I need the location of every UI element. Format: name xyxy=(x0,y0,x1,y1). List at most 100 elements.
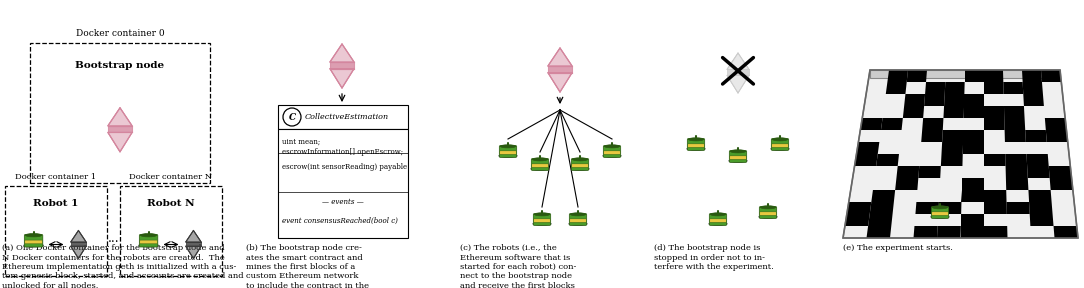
FancyBboxPatch shape xyxy=(500,151,516,154)
Polygon shape xyxy=(876,154,899,166)
Polygon shape xyxy=(1005,130,1025,142)
Polygon shape xyxy=(108,108,132,126)
Ellipse shape xyxy=(731,150,746,153)
Ellipse shape xyxy=(709,222,727,226)
Polygon shape xyxy=(984,154,1006,166)
FancyBboxPatch shape xyxy=(571,159,589,170)
Polygon shape xyxy=(547,73,572,92)
Polygon shape xyxy=(108,126,132,132)
Polygon shape xyxy=(1025,130,1047,142)
FancyBboxPatch shape xyxy=(533,219,551,222)
Polygon shape xyxy=(960,226,984,238)
Polygon shape xyxy=(1006,166,1028,178)
Ellipse shape xyxy=(572,158,588,161)
Text: Bootstrap node: Bootstrap node xyxy=(76,60,165,69)
Bar xyxy=(120,186,222,276)
Ellipse shape xyxy=(603,154,621,157)
Ellipse shape xyxy=(759,215,777,218)
Polygon shape xyxy=(1030,214,1054,226)
FancyBboxPatch shape xyxy=(710,219,726,222)
Text: escrow(int sensorReading) payable: escrow(int sensorReading) payable xyxy=(282,163,408,171)
Polygon shape xyxy=(547,66,572,73)
Ellipse shape xyxy=(687,147,706,150)
Text: Docker container N: Docker container N xyxy=(129,173,212,181)
Polygon shape xyxy=(943,106,964,118)
Polygon shape xyxy=(906,70,927,82)
Polygon shape xyxy=(1028,166,1049,178)
Ellipse shape xyxy=(532,222,552,226)
Circle shape xyxy=(283,108,301,126)
Polygon shape xyxy=(942,142,963,154)
Polygon shape xyxy=(984,118,1005,130)
FancyBboxPatch shape xyxy=(604,151,620,154)
Polygon shape xyxy=(1049,178,1073,190)
Polygon shape xyxy=(921,130,943,142)
Ellipse shape xyxy=(532,158,547,161)
Bar xyxy=(278,129,408,238)
FancyBboxPatch shape xyxy=(687,139,705,150)
Polygon shape xyxy=(984,70,1004,82)
Ellipse shape xyxy=(604,145,620,148)
Text: (a) One Docker container for the bootstrap node and
N Docker containers for the : (a) One Docker container for the bootstr… xyxy=(2,244,244,288)
Polygon shape xyxy=(330,62,354,69)
Polygon shape xyxy=(984,202,1007,214)
FancyBboxPatch shape xyxy=(759,206,777,218)
Text: event consensusReached(bool c): event consensusReached(bool c) xyxy=(282,217,398,225)
Ellipse shape xyxy=(710,213,725,216)
Bar xyxy=(278,105,408,129)
Polygon shape xyxy=(1022,70,1042,82)
Polygon shape xyxy=(727,75,749,93)
Polygon shape xyxy=(904,94,925,106)
Text: (b) The bootstrap node cre-
ates the smart contract and
mines the first blocks o: (b) The bootstrap node cre- ates the sma… xyxy=(246,244,369,288)
Polygon shape xyxy=(1054,226,1077,238)
Polygon shape xyxy=(963,142,984,154)
Polygon shape xyxy=(984,106,1004,118)
FancyBboxPatch shape xyxy=(532,164,549,167)
Polygon shape xyxy=(888,70,908,82)
Ellipse shape xyxy=(931,215,950,218)
FancyBboxPatch shape xyxy=(569,214,586,226)
Ellipse shape xyxy=(772,138,788,141)
Polygon shape xyxy=(870,70,1060,78)
FancyBboxPatch shape xyxy=(571,164,589,167)
Ellipse shape xyxy=(571,167,590,170)
Polygon shape xyxy=(869,202,894,214)
FancyBboxPatch shape xyxy=(772,144,788,147)
FancyBboxPatch shape xyxy=(932,212,948,215)
Polygon shape xyxy=(185,230,202,242)
Ellipse shape xyxy=(531,167,550,170)
FancyBboxPatch shape xyxy=(140,240,157,244)
Polygon shape xyxy=(1022,82,1043,94)
Text: CollectiveEstimation: CollectiveEstimation xyxy=(305,113,389,121)
FancyBboxPatch shape xyxy=(760,212,776,215)
Polygon shape xyxy=(963,130,984,142)
Polygon shape xyxy=(1007,202,1030,214)
Polygon shape xyxy=(866,226,891,238)
Polygon shape xyxy=(70,230,86,242)
Polygon shape xyxy=(1027,154,1048,166)
Polygon shape xyxy=(924,94,945,106)
Ellipse shape xyxy=(140,234,157,237)
Polygon shape xyxy=(1029,190,1051,202)
Text: escrowInformation[] openEscrow;: escrowInformation[] openEscrow; xyxy=(282,148,403,156)
Polygon shape xyxy=(847,202,872,214)
Polygon shape xyxy=(727,53,749,69)
Polygon shape xyxy=(1046,130,1068,142)
Polygon shape xyxy=(1004,118,1025,130)
Text: (e) The experiment starts.: (e) The experiment starts. xyxy=(843,244,953,252)
FancyBboxPatch shape xyxy=(931,206,948,218)
Polygon shape xyxy=(1006,178,1029,190)
Polygon shape xyxy=(1041,70,1061,82)
Polygon shape xyxy=(914,226,938,238)
FancyBboxPatch shape xyxy=(604,146,621,158)
Ellipse shape xyxy=(688,138,704,141)
Polygon shape xyxy=(944,94,965,106)
FancyBboxPatch shape xyxy=(688,144,705,147)
Ellipse shape xyxy=(569,222,588,226)
Ellipse shape xyxy=(728,159,747,162)
Ellipse shape xyxy=(24,244,43,247)
Polygon shape xyxy=(108,132,132,152)
Polygon shape xyxy=(843,70,1077,238)
Polygon shape xyxy=(984,82,1004,94)
Polygon shape xyxy=(903,106,924,118)
